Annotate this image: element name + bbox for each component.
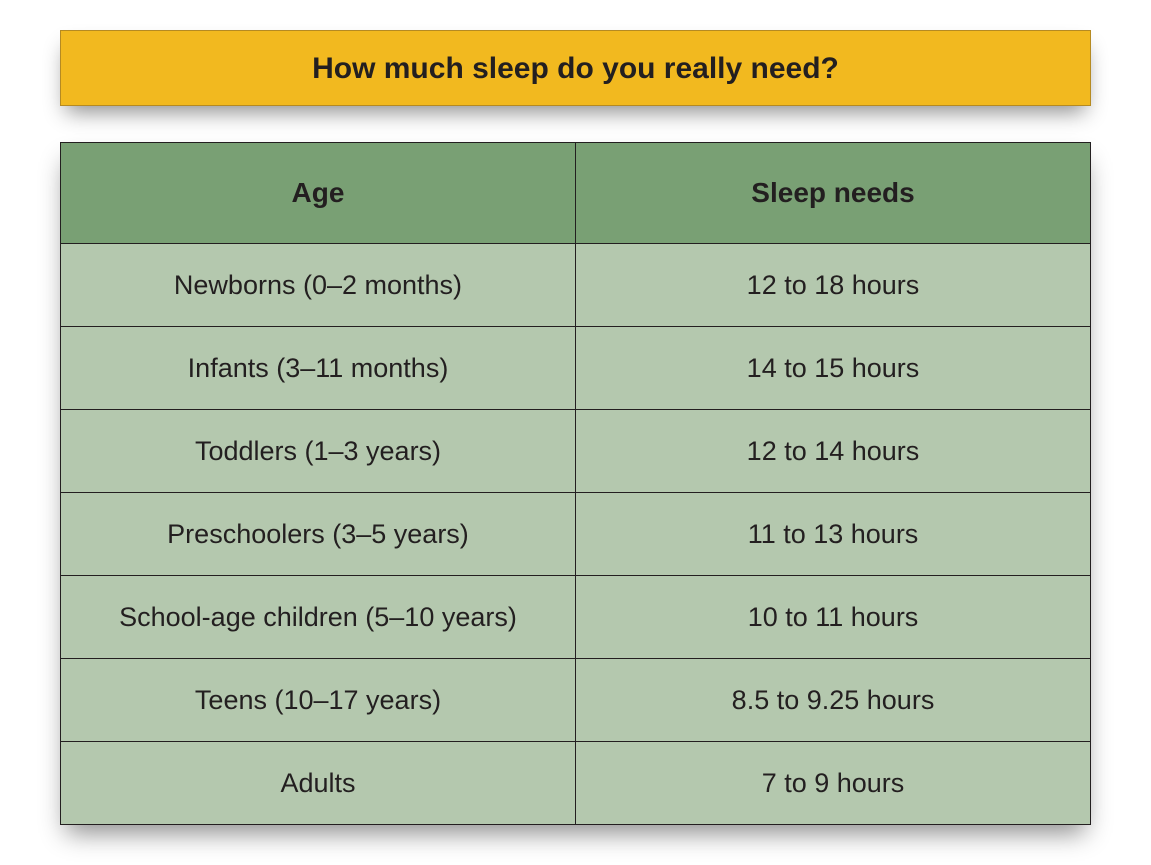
table-row: Adults 7 to 9 hours <box>61 742 1091 825</box>
sleep-cell: 11 to 13 hours <box>576 493 1091 576</box>
age-cell: School-age children (5–10 years) <box>61 576 576 659</box>
sleep-table-wrapper: Age Sleep needs Newborns (0–2 months) 12… <box>60 142 1091 825</box>
sleep-table: Age Sleep needs Newborns (0–2 months) 12… <box>60 142 1091 825</box>
age-cell: Adults <box>61 742 576 825</box>
table-header-row: Age Sleep needs <box>61 143 1091 244</box>
age-cell: Preschoolers (3–5 years) <box>61 493 576 576</box>
table-row: School-age children (5–10 years) 10 to 1… <box>61 576 1091 659</box>
sleep-cell: 7 to 9 hours <box>576 742 1091 825</box>
title-bar: How much sleep do you really need? <box>60 30 1091 106</box>
age-cell: Infants (3–11 months) <box>61 327 576 410</box>
sleep-cell: 12 to 14 hours <box>576 410 1091 493</box>
sleep-cell: 8.5 to 9.25 hours <box>576 659 1091 742</box>
table-row: Toddlers (1–3 years) 12 to 14 hours <box>61 410 1091 493</box>
age-cell: Newborns (0–2 months) <box>61 244 576 327</box>
sleep-cell: 12 to 18 hours <box>576 244 1091 327</box>
table-row: Infants (3–11 months) 14 to 15 hours <box>61 327 1091 410</box>
infographic-container: How much sleep do you really need? Age S… <box>0 0 1151 865</box>
column-header-age: Age <box>61 143 576 244</box>
table-row: Newborns (0–2 months) 12 to 18 hours <box>61 244 1091 327</box>
sleep-cell: 10 to 11 hours <box>576 576 1091 659</box>
column-header-sleep: Sleep needs <box>576 143 1091 244</box>
age-cell: Toddlers (1–3 years) <box>61 410 576 493</box>
age-cell: Teens (10–17 years) <box>61 659 576 742</box>
sleep-cell: 14 to 15 hours <box>576 327 1091 410</box>
table-row: Preschoolers (3–5 years) 11 to 13 hours <box>61 493 1091 576</box>
table-row: Teens (10–17 years) 8.5 to 9.25 hours <box>61 659 1091 742</box>
